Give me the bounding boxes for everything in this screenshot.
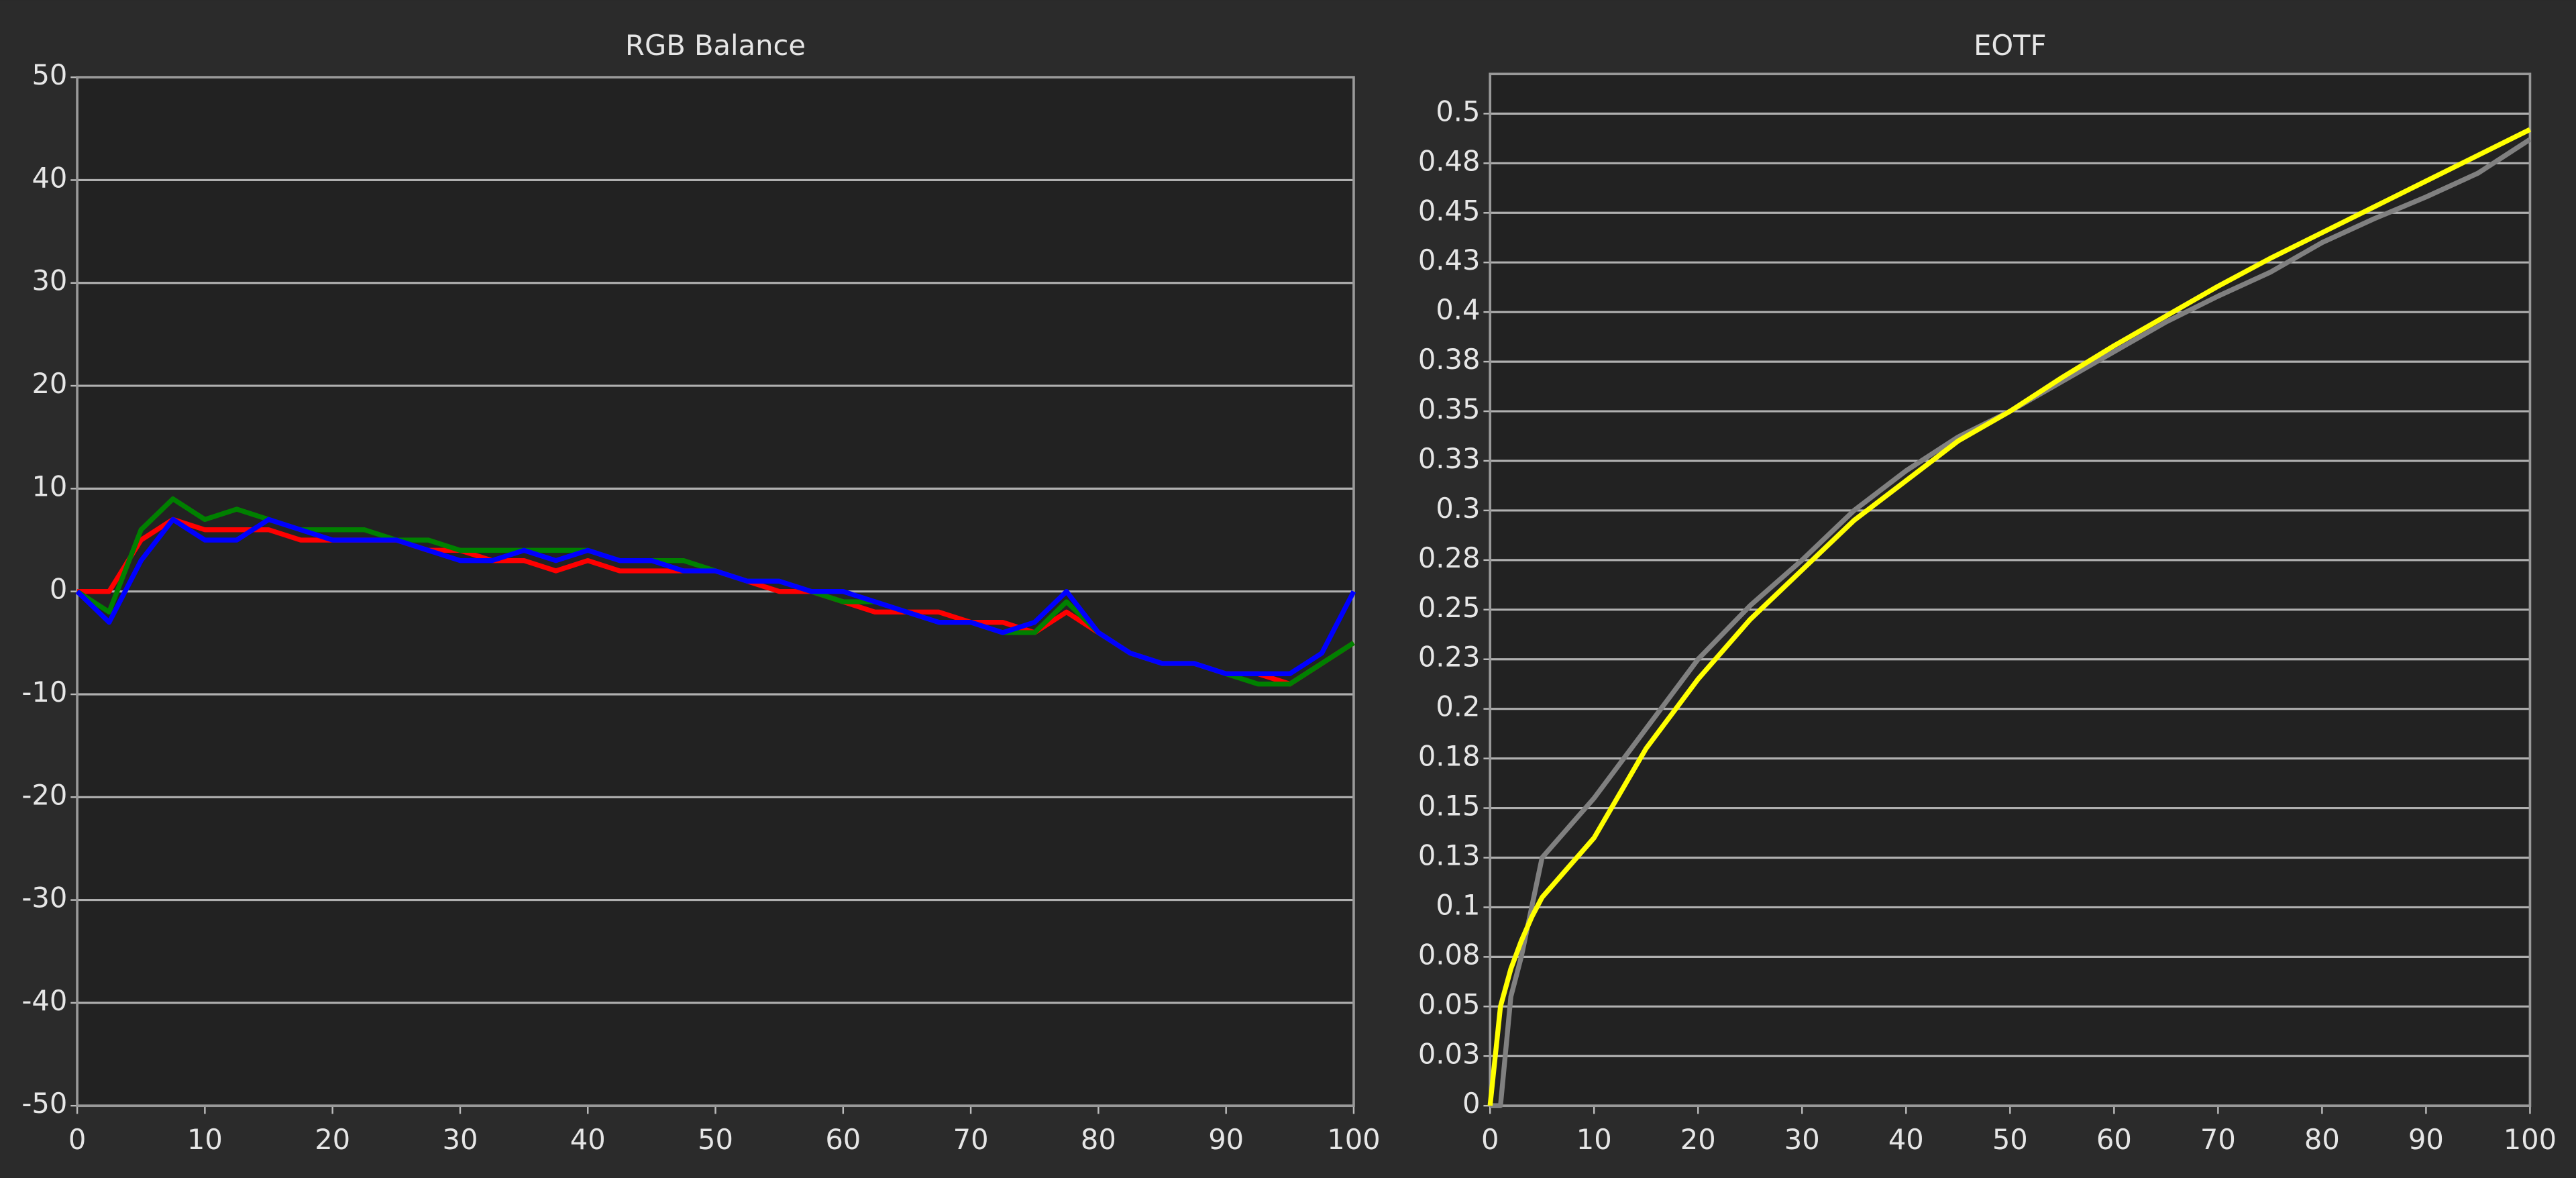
x-tick-label: 60 <box>2096 1123 2132 1156</box>
y-tick-label: 0.23 <box>1418 641 1481 674</box>
y-tick-label: 0.43 <box>1418 244 1481 276</box>
y-tick-label: -50 <box>21 1087 67 1120</box>
y-tick-label: 0.3 <box>1436 492 1480 525</box>
x-tick-label: 0 <box>68 1123 86 1156</box>
x-tick-label: 30 <box>1784 1123 1820 1156</box>
x-tick-label: 20 <box>315 1123 350 1156</box>
plot-border <box>1489 72 2532 1108</box>
y-tick-label: 0.48 <box>1418 144 1481 177</box>
x-tick-label: 20 <box>1680 1123 1716 1156</box>
data-line <box>1490 137 2532 1108</box>
y-tick-label: 0.05 <box>1418 987 1481 1020</box>
x-tick-label: 40 <box>570 1123 606 1156</box>
y-tick-label: 50 <box>32 58 67 91</box>
x-tick-label: 90 <box>2408 1123 2444 1156</box>
y-tick-label: 0.45 <box>1418 194 1481 227</box>
y-tick-label: 0.13 <box>1418 839 1481 872</box>
y-tick-label: 0.08 <box>1418 938 1481 971</box>
x-tick-label: 0 <box>1481 1123 1499 1156</box>
y-tick-label: -40 <box>21 984 67 1017</box>
y-tick-label: 10 <box>32 470 67 502</box>
y-tick-label: 0.38 <box>1418 343 1481 376</box>
x-tick-label: 60 <box>825 1123 861 1156</box>
x-tick-label: 10 <box>187 1123 223 1156</box>
y-tick-label: -30 <box>21 881 67 914</box>
y-tick-label: 0.15 <box>1418 790 1481 822</box>
y-tick-label: 0.18 <box>1418 740 1481 773</box>
x-tick-label: 90 <box>1208 1123 1244 1156</box>
y-tick-label: 0.2 <box>1436 690 1480 723</box>
x-tick-label: 30 <box>442 1123 478 1156</box>
y-tick-label: 0.33 <box>1418 442 1481 475</box>
y-tick-label: 0.03 <box>1418 1037 1481 1070</box>
x-tick-label: 50 <box>1992 1123 2028 1156</box>
y-tick-label: 0.28 <box>1418 541 1481 574</box>
y-tick-label: 20 <box>32 367 67 400</box>
chart-title: RGB Balance <box>625 29 806 62</box>
y-tick-label: 0.25 <box>1418 591 1481 624</box>
y-tick-label: 30 <box>32 264 67 297</box>
y-tick-label: 0.4 <box>1436 293 1480 326</box>
x-tick-label: 70 <box>2200 1123 2236 1156</box>
x-tick-label: 40 <box>1888 1123 1924 1156</box>
y-tick-label: -10 <box>21 676 67 708</box>
y-tick-label: 0 <box>50 573 67 606</box>
chart-title: EOTF <box>1974 29 2046 62</box>
plot-area <box>1490 74 2530 1106</box>
data-line <box>75 517 1356 676</box>
x-tick-label: 100 <box>2504 1123 2557 1156</box>
y-tick-label: 40 <box>32 161 67 194</box>
x-tick-label: 80 <box>1081 1123 1116 1156</box>
y-tick-label: 0.35 <box>1418 392 1481 425</box>
x-tick-label: 10 <box>1576 1123 1612 1156</box>
y-tick-label: 0.1 <box>1436 888 1480 921</box>
x-tick-label: 100 <box>1327 1123 1380 1156</box>
y-tick-label: 0 <box>1462 1087 1480 1120</box>
y-tick-label: 0.5 <box>1436 95 1480 127</box>
y-tick-label: -20 <box>21 778 67 811</box>
x-tick-label: 80 <box>2304 1123 2340 1156</box>
data-line <box>1487 127 2532 1106</box>
x-tick-label: 70 <box>953 1123 989 1156</box>
x-tick-label: 50 <box>698 1123 733 1156</box>
